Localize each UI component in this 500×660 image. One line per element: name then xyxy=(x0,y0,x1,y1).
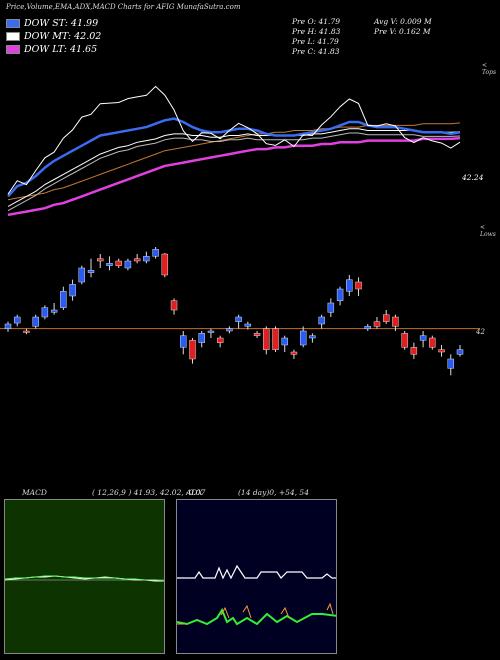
candle-body xyxy=(318,316,325,325)
candle-body xyxy=(355,281,362,290)
macd-label: MACD xyxy=(22,488,47,497)
candle-body xyxy=(14,316,21,324)
candle-body xyxy=(226,328,233,332)
candle-body xyxy=(133,258,141,262)
candle-body xyxy=(198,333,205,343)
macd-panel xyxy=(4,499,165,654)
candle-body xyxy=(32,316,39,327)
candle-body xyxy=(78,267,85,283)
level-label: 42.24 xyxy=(462,173,484,182)
candle-body xyxy=(299,330,307,346)
legend-swatch-lt xyxy=(6,45,20,54)
candle-body xyxy=(4,323,12,329)
macd-signal-line xyxy=(5,575,164,582)
tops-label: < Tops xyxy=(482,62,497,76)
candle-body xyxy=(419,335,427,341)
candle-body xyxy=(180,335,187,348)
candle-body xyxy=(456,349,464,355)
adx-minus-di-line xyxy=(177,602,334,625)
candle-body xyxy=(69,284,76,297)
legend-label-mt: DOW MT: 42.02 xyxy=(24,31,102,42)
adx-panel xyxy=(176,499,337,654)
close-price-line xyxy=(7,85,461,195)
candle-body xyxy=(364,326,371,329)
legend-dow-lt: DOW LT: 41.65 xyxy=(6,44,97,55)
macd-params: ( 12,26,9 ) 41.93, 42.02, -0.07 xyxy=(92,488,206,497)
legend-label-st: DOW ST: 41.99 xyxy=(24,18,99,29)
candle-body xyxy=(438,349,445,353)
stat-pre-volume: Pre V: 0.162 M xyxy=(374,27,431,36)
candle-body xyxy=(272,328,279,350)
candle-body xyxy=(263,328,270,350)
candle-body xyxy=(60,291,67,308)
stat-pre-close: Pre C: 41.83 xyxy=(292,47,340,56)
dow-lt-line xyxy=(7,136,461,217)
adx-label: ADX xyxy=(186,488,203,497)
ema-mid-line xyxy=(7,132,461,212)
adx-params: (14 day)0, +54, 54 xyxy=(238,488,309,497)
dow-mt-line xyxy=(7,128,461,207)
candle-body xyxy=(124,260,132,269)
candle-body xyxy=(143,256,150,262)
candle-body xyxy=(429,337,436,348)
candle-body xyxy=(410,347,418,355)
candle-body xyxy=(346,279,353,292)
dow-st-line xyxy=(7,117,461,198)
candle-body xyxy=(152,249,159,257)
candle-body xyxy=(373,321,381,327)
candle-body xyxy=(253,333,261,336)
candle-body xyxy=(447,358,454,369)
candle-body xyxy=(87,270,95,273)
candle-body xyxy=(189,340,196,360)
candle-body xyxy=(115,260,122,266)
legend-swatch-st xyxy=(6,19,20,28)
price-chart xyxy=(0,85,480,376)
candle-body xyxy=(97,258,104,262)
candle-body xyxy=(392,316,399,327)
adx-line xyxy=(177,564,336,580)
candle-body xyxy=(401,333,408,348)
candle-body xyxy=(106,263,113,266)
candle-body xyxy=(207,330,215,333)
candle-body xyxy=(327,302,335,313)
stat-avg-volume: Avg V: 0.009 M xyxy=(374,17,432,26)
lows-label: < Lows xyxy=(480,224,496,238)
candle-body xyxy=(281,337,288,346)
ema-long-line xyxy=(7,122,461,201)
stat-pre-open: Pre O: 41.79 xyxy=(292,17,340,26)
candle-body xyxy=(383,314,390,322)
candle-body xyxy=(309,335,316,339)
candle-body xyxy=(23,330,30,333)
candle-body xyxy=(336,288,344,301)
candle-body xyxy=(244,323,252,327)
page-title: Price,Volume,EMA,ADX,MACD Charts for AFI… xyxy=(6,3,241,11)
legend-label-lt: DOW LT: 41.65 xyxy=(24,44,98,55)
adx-plus-di-line xyxy=(177,607,336,626)
candle-body xyxy=(170,300,178,311)
stat-pre-low: Pre L: 41.79 xyxy=(292,37,339,46)
price-level-label: 42 xyxy=(476,328,485,336)
stat-pre-high: Pre H: 41.83 xyxy=(292,27,341,36)
candle-body xyxy=(50,309,58,313)
adx-svg xyxy=(177,564,336,626)
macd-svg xyxy=(5,575,164,582)
legend-dow-mt: DOW MT: 42.02 xyxy=(6,31,101,42)
legend-dow-st: DOW ST: 41.99 xyxy=(6,18,98,29)
candle-body xyxy=(216,337,224,343)
candle-body xyxy=(290,351,298,355)
candle-body xyxy=(161,253,169,276)
candle-body xyxy=(41,307,49,318)
candle-body xyxy=(235,316,242,322)
legend-swatch-mt xyxy=(6,32,20,41)
